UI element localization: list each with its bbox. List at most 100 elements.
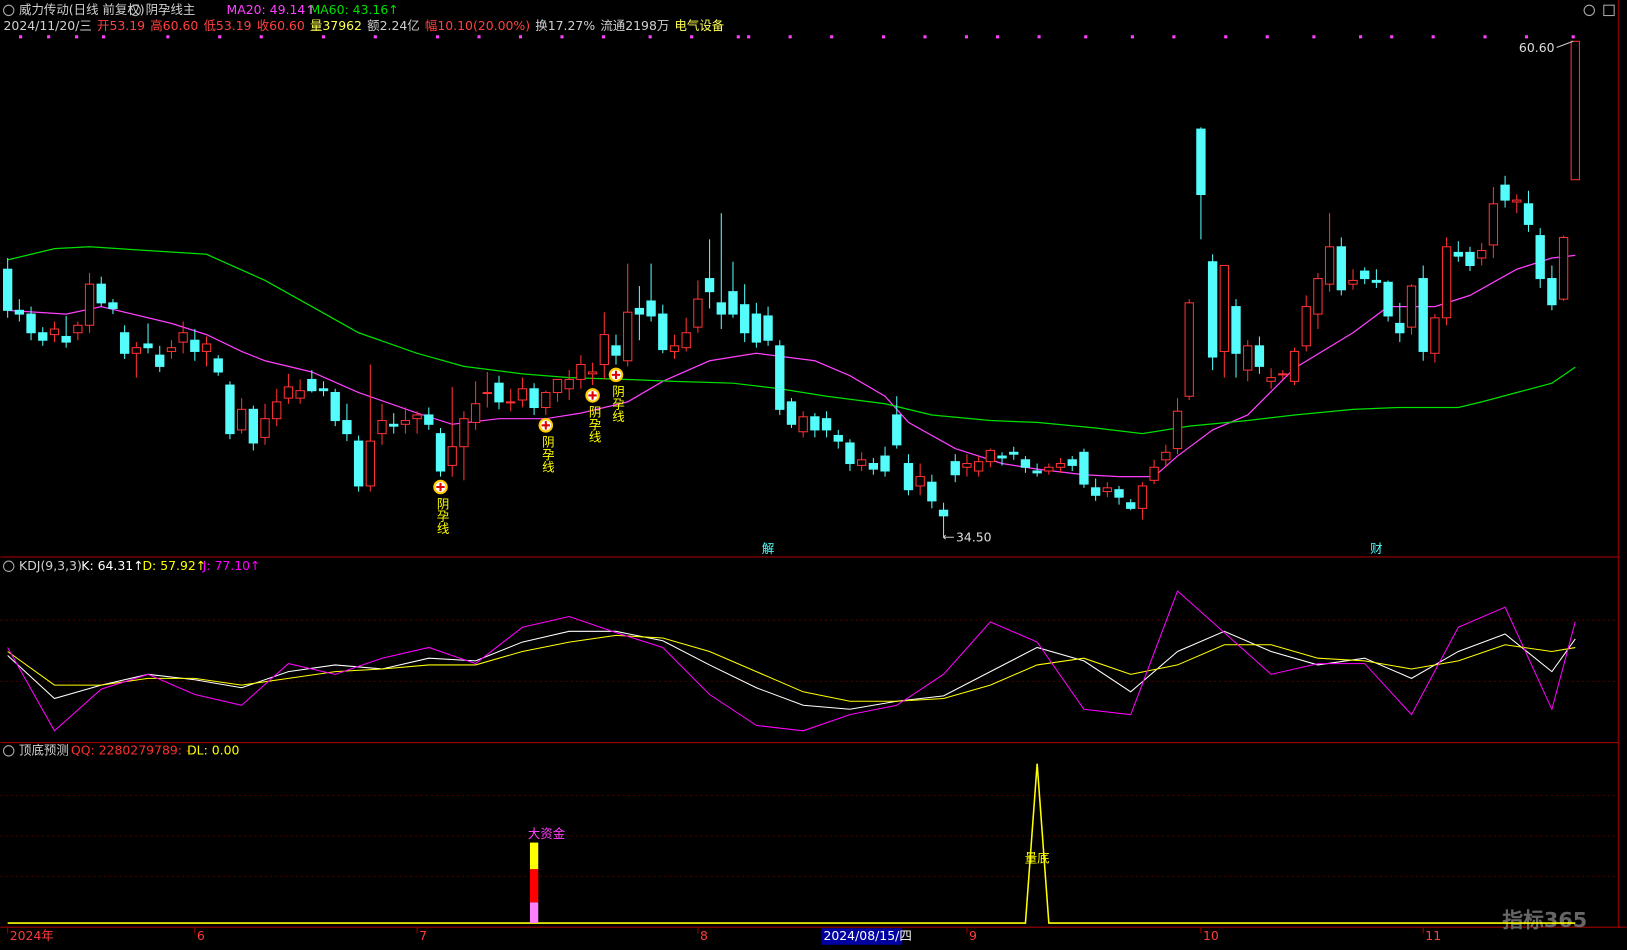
candle-body — [342, 420, 352, 435]
candle-body — [1184, 302, 1194, 397]
quote-item: 量37962 — [310, 17, 362, 32]
legend-entry: J: 77.10↑ — [202, 558, 261, 573]
candle-body — [1114, 489, 1124, 498]
highlight-date-box — [821, 928, 903, 945]
candle-body — [985, 449, 996, 463]
ma-line — [7, 246, 1576, 435]
candle-body — [1348, 279, 1358, 285]
quote-item: 收60.60 — [257, 17, 305, 32]
candle-body — [1009, 451, 1019, 455]
header-dot — [166, 35, 170, 39]
candle-body — [798, 416, 808, 433]
candle-body — [155, 354, 165, 367]
header-dot — [1172, 35, 1176, 39]
candle-body — [377, 420, 387, 435]
candle-body — [1090, 487, 1101, 496]
ma-line — [7, 254, 1576, 478]
header-dot — [218, 35, 222, 39]
candle-body — [1371, 279, 1382, 283]
candle-body — [1535, 235, 1545, 280]
header-dot — [1312, 35, 1316, 39]
icon[interactable] — [129, 4, 141, 17]
x-tick-label: 2024年 — [10, 928, 54, 943]
icon[interactable] — [2, 4, 15, 17]
candle-body — [435, 433, 446, 472]
candle-body — [2, 268, 13, 311]
candle-body — [1465, 251, 1475, 267]
candle-body — [178, 332, 188, 343]
event-label: 解 — [762, 541, 774, 556]
icon[interactable] — [1583, 4, 1595, 17]
candle-body — [494, 382, 504, 403]
panel-frame — [0, 0, 1627, 928]
candle-body — [587, 371, 598, 375]
legend-entry: MA60: 43.16↑ — [309, 2, 398, 17]
header-dot — [1037, 35, 1041, 39]
candle-body — [119, 332, 130, 354]
candle-body — [353, 440, 364, 487]
icon[interactable] — [2, 745, 15, 757]
header-dot — [747, 35, 751, 39]
candle-body — [634, 307, 645, 315]
candle-body — [529, 388, 539, 408]
header-dot — [690, 35, 694, 39]
candle-body — [1336, 246, 1346, 291]
candle-body — [14, 309, 25, 315]
signal-label: 阴孕线 — [435, 497, 450, 534]
candle-body — [1500, 184, 1510, 201]
candle-body — [1441, 246, 1452, 319]
candle-body — [459, 418, 469, 448]
header-dot — [1483, 35, 1487, 39]
signal-label: 阴孕线 — [540, 436, 555, 473]
candle-body — [412, 414, 422, 420]
signal-cross — [436, 482, 445, 492]
candle-body — [892, 414, 902, 446]
header-dot — [259, 35, 263, 39]
candle-body — [868, 463, 879, 470]
candle-body — [482, 392, 492, 395]
candle-body — [330, 392, 340, 422]
indicator-value: DL: 0.00 — [187, 742, 239, 757]
icon[interactable] — [2, 560, 15, 572]
quote-item: 低53.19 — [203, 17, 251, 32]
signal-line — [7, 763, 1576, 924]
candle-body — [1231, 306, 1241, 354]
candle-body — [938, 509, 949, 517]
candle-body — [775, 345, 785, 410]
header-dot — [373, 35, 377, 39]
candle-body — [1266, 377, 1276, 382]
candle-body — [1418, 278, 1428, 352]
candle-body — [108, 302, 118, 309]
panel-title: KDJ(9,3,3) — [19, 558, 82, 573]
candle-body — [49, 328, 60, 336]
candle-body — [1102, 487, 1113, 493]
header-dot — [1084, 35, 1088, 39]
candle-body — [424, 414, 434, 425]
icon[interactable] — [1603, 4, 1615, 17]
header-dot — [601, 35, 606, 39]
x-tick-label: 6 — [197, 928, 205, 943]
candle-body — [728, 291, 738, 315]
candle-body — [400, 420, 411, 425]
header-dot — [518, 35, 523, 39]
x-tick-label: 10 — [1203, 928, 1219, 943]
candle-body — [1079, 451, 1089, 485]
candle-body — [225, 384, 235, 435]
candle-body — [1161, 451, 1171, 461]
candle-body — [1406, 285, 1417, 328]
candle-body — [1395, 322, 1405, 334]
candle-body — [623, 311, 633, 362]
quote-info: 2024/11/20/三 开53.19 高60.60 低53.19 收60.60 量379… — [4, 17, 725, 32]
header-dot — [560, 35, 564, 39]
candle-body — [470, 403, 481, 423]
candle-body — [1453, 251, 1463, 257]
stacked-segment — [529, 842, 539, 870]
candle-body — [318, 388, 329, 392]
extreme-pointer — [1556, 40, 1574, 49]
header-dot — [923, 35, 927, 39]
candle-body — [38, 332, 48, 341]
candle-body — [272, 401, 282, 420]
header-dot — [1431, 35, 1435, 39]
candle-body — [201, 343, 212, 352]
